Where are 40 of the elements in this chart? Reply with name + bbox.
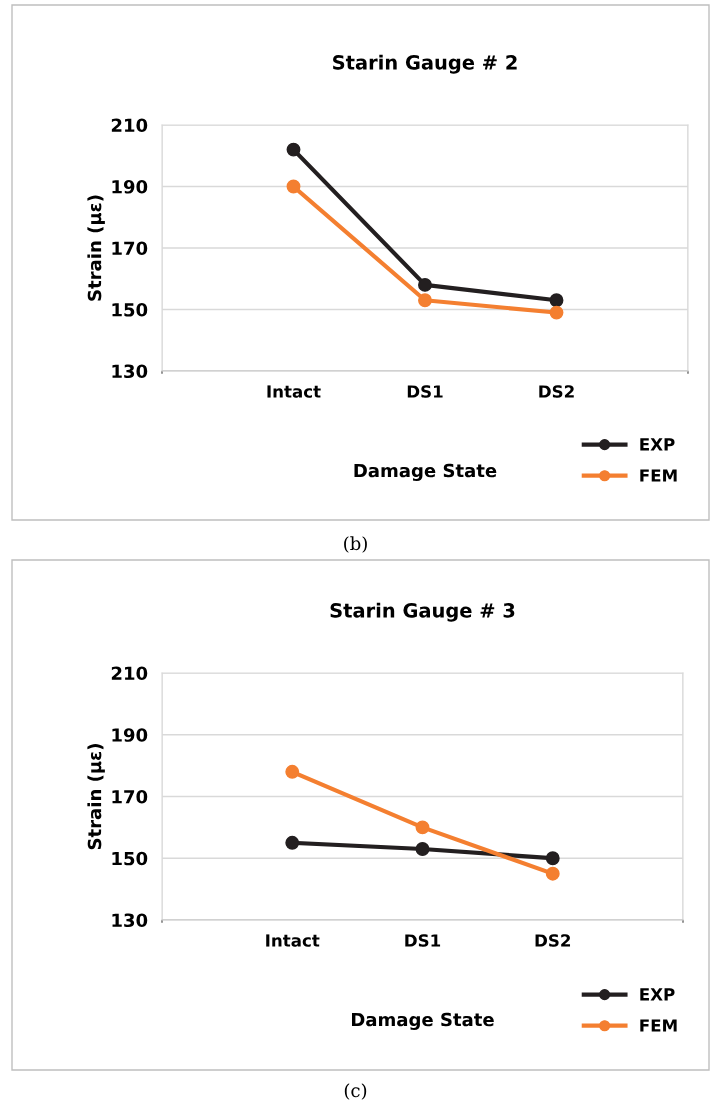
x-tick-label: DS1 — [405, 934, 441, 947]
point — [418, 293, 432, 308]
x-tick-label: Intact — [267, 385, 321, 398]
y-axis-title: Strain (με) — [87, 744, 105, 850]
point — [418, 277, 432, 292]
y-tick-label: 190 — [112, 179, 148, 194]
text: (b) — [344, 536, 367, 553]
y-tick-label: 130 — [112, 913, 148, 928]
chart-title: Starin Gauge # 2 — [333, 54, 517, 74]
x-tick-label: DS2 — [535, 934, 571, 947]
x-tick-label: Intact — [266, 934, 320, 947]
point — [285, 764, 300, 779]
x-axis-title: Damage State — [354, 463, 497, 481]
point — [549, 293, 564, 308]
point — [549, 305, 564, 320]
point — [286, 179, 301, 194]
point — [415, 842, 430, 856]
legend-label: EXP — [640, 438, 675, 451]
y-tick-label: 210 — [111, 118, 148, 133]
chart-title: Starin Gauge # 3 — [330, 602, 515, 622]
x-axis-title: Damage State — [352, 1012, 494, 1030]
y-tick-label: 130 — [112, 364, 148, 379]
point — [286, 142, 301, 157]
legend-label: FEM — [640, 1019, 677, 1032]
y-tick-label: 170 — [112, 789, 148, 804]
y-tick-label: 210 — [111, 666, 148, 681]
point — [415, 820, 430, 835]
x-tick-label: DS1 — [407, 385, 443, 398]
y-tick-label: 150 — [112, 302, 148, 317]
legend-label: FEM — [640, 469, 677, 482]
point — [545, 851, 560, 866]
point — [545, 866, 560, 881]
y-axis-title: Strain (με) — [87, 195, 105, 301]
y-tick-label: 150 — [112, 851, 148, 866]
y-tick-label: 190 — [112, 728, 148, 742]
text: (c) — [344, 1083, 367, 1100]
y-tick-label: 170 — [112, 241, 148, 256]
legend-label: EXP — [640, 988, 675, 1001]
x-tick-label: DS2 — [539, 385, 574, 398]
point — [285, 835, 300, 850]
